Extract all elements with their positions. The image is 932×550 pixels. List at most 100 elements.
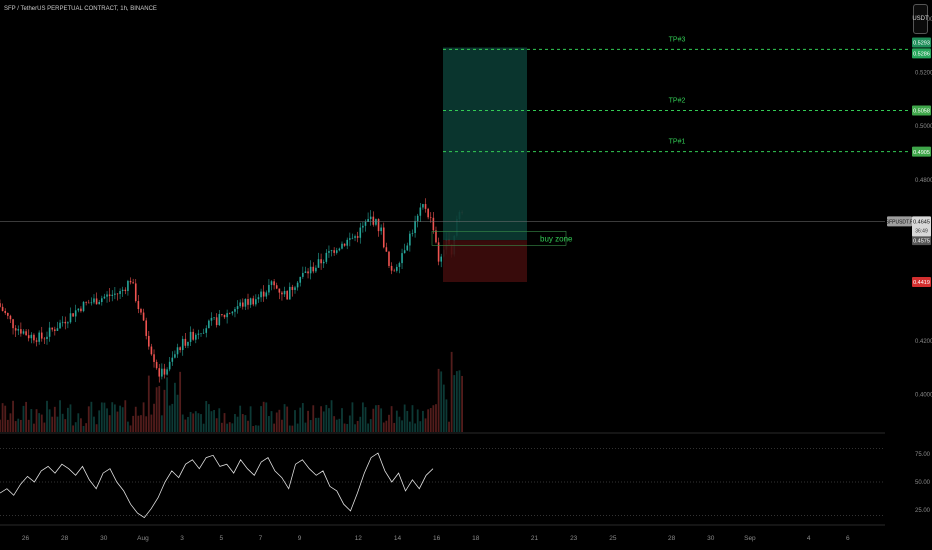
candle-body bbox=[356, 236, 359, 238]
candle bbox=[241, 298, 244, 310]
volume-histogram bbox=[0, 351, 463, 432]
candle bbox=[22, 329, 25, 335]
volume-bar bbox=[176, 394, 179, 432]
volume-bar bbox=[119, 405, 121, 432]
x-tick-label: 18 bbox=[472, 535, 480, 542]
candle bbox=[309, 260, 312, 280]
candle bbox=[356, 231, 359, 243]
x-tick-label: 26 bbox=[22, 535, 30, 542]
candle-body bbox=[419, 207, 422, 216]
candle-body bbox=[127, 280, 129, 292]
volume-bar bbox=[291, 425, 294, 432]
volume-bar bbox=[116, 411, 119, 432]
candle-body bbox=[181, 338, 184, 351]
candle-body bbox=[85, 301, 87, 303]
candle bbox=[161, 363, 163, 380]
candle bbox=[43, 337, 46, 344]
candle-body bbox=[38, 332, 40, 342]
candle bbox=[132, 278, 134, 284]
currency-button[interactable]: USDT bbox=[912, 4, 929, 34]
price-badge: 0.4419 bbox=[912, 277, 931, 288]
target-zone bbox=[443, 47, 527, 241]
candle bbox=[197, 329, 200, 340]
candle bbox=[375, 218, 377, 227]
candle-body bbox=[114, 293, 116, 295]
candle bbox=[388, 250, 390, 269]
candle-body bbox=[304, 271, 307, 273]
candle bbox=[168, 357, 171, 372]
volume-bar bbox=[140, 415, 142, 432]
volume-bar bbox=[158, 386, 161, 432]
candle-body bbox=[414, 221, 416, 233]
volume-bar bbox=[411, 405, 414, 432]
candle-body bbox=[315, 267, 317, 272]
candle-body bbox=[142, 312, 145, 321]
candle bbox=[176, 343, 179, 358]
tp-label: TP#3 bbox=[669, 36, 686, 43]
candle bbox=[114, 286, 116, 300]
candle-body bbox=[364, 222, 367, 226]
candle-body bbox=[429, 217, 432, 218]
price-badge-bg bbox=[912, 105, 931, 116]
last-price-badge: SFPUSDT.P 0.4645 36:49 bbox=[886, 216, 931, 237]
candle-body bbox=[7, 312, 9, 316]
volume-bar bbox=[194, 411, 197, 432]
volume-bar bbox=[38, 413, 41, 432]
candle bbox=[155, 359, 158, 370]
candle bbox=[247, 293, 249, 310]
candle-body bbox=[359, 227, 362, 238]
candle-body bbox=[124, 289, 127, 292]
rsi-line bbox=[0, 452, 434, 519]
candle bbox=[85, 301, 87, 306]
volume-bar bbox=[1, 403, 4, 432]
volume-bar bbox=[189, 411, 192, 432]
volume-bar bbox=[375, 405, 377, 432]
price-badge: 0.5058 bbox=[912, 105, 931, 116]
candle bbox=[359, 222, 362, 244]
candle-body bbox=[380, 227, 382, 232]
candle bbox=[257, 294, 260, 303]
candle bbox=[213, 317, 215, 321]
candle-body bbox=[106, 294, 108, 297]
candle-body bbox=[299, 276, 302, 283]
price-badge-bg bbox=[912, 146, 931, 157]
candle-body bbox=[150, 346, 153, 355]
candle bbox=[194, 333, 197, 344]
candle bbox=[64, 316, 67, 330]
volume-bar bbox=[390, 406, 393, 432]
candle-body bbox=[153, 354, 155, 362]
candle bbox=[127, 279, 129, 296]
candle bbox=[286, 290, 288, 300]
volume-bar bbox=[257, 425, 260, 432]
volume-bar bbox=[427, 409, 430, 432]
candle bbox=[80, 306, 82, 313]
volume-bar bbox=[317, 417, 320, 432]
long-position-tool: buy zone TP#3 TP#2 TP#1 bbox=[0, 36, 910, 283]
volume-bar bbox=[51, 416, 54, 432]
candle bbox=[281, 290, 283, 301]
candle bbox=[325, 249, 328, 264]
candle-body bbox=[268, 284, 270, 293]
price-badge-value: 0.5058 bbox=[913, 109, 930, 115]
volume-bar bbox=[46, 400, 48, 432]
candle bbox=[153, 349, 155, 368]
volume-bar bbox=[228, 422, 231, 432]
candle-body bbox=[249, 298, 252, 305]
volume-bar bbox=[346, 423, 349, 432]
candle-body bbox=[161, 368, 163, 377]
volume-bar bbox=[341, 408, 343, 432]
volume-bar bbox=[416, 409, 419, 432]
candle bbox=[349, 232, 351, 247]
candle-body bbox=[294, 287, 296, 290]
x-tick-label: 30 bbox=[707, 535, 715, 542]
candle-body bbox=[208, 320, 210, 329]
candle-body bbox=[46, 336, 48, 340]
volume-bar bbox=[22, 405, 25, 432]
candle bbox=[403, 243, 406, 254]
candle-body bbox=[93, 298, 95, 303]
candle-body bbox=[398, 263, 401, 267]
candle bbox=[372, 211, 375, 227]
volume-bar bbox=[356, 420, 359, 432]
candle bbox=[304, 266, 307, 274]
